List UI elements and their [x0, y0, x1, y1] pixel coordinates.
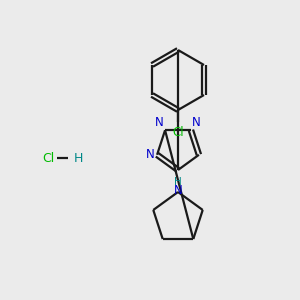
Text: N: N	[146, 148, 155, 161]
Text: N: N	[174, 184, 182, 197]
Text: H: H	[174, 177, 182, 187]
Text: N: N	[155, 116, 164, 129]
Text: N: N	[192, 116, 201, 129]
Text: Cl: Cl	[42, 152, 54, 164]
Text: H: H	[73, 152, 83, 164]
Text: Cl: Cl	[172, 126, 184, 139]
